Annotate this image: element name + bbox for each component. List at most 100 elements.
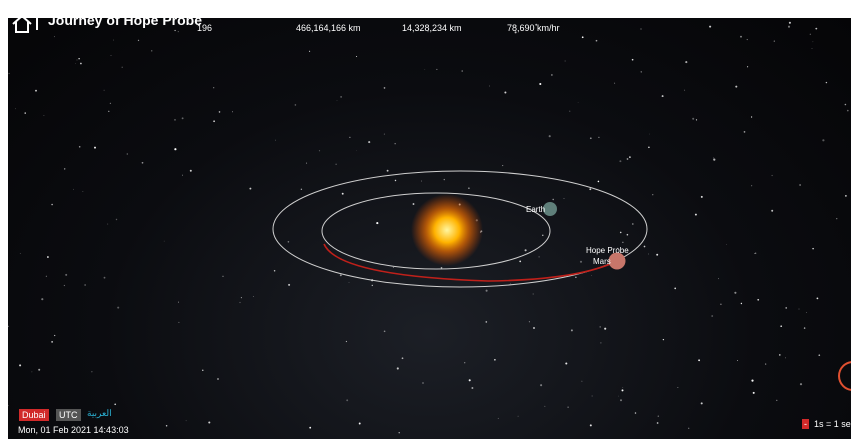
star (622, 242, 623, 243)
star (747, 39, 748, 40)
star (688, 428, 689, 429)
star (104, 277, 106, 279)
star (620, 232, 622, 234)
star (845, 104, 847, 106)
star (402, 357, 404, 359)
star (441, 267, 443, 269)
star (692, 118, 694, 120)
star (596, 40, 598, 42)
star (542, 235, 543, 236)
star (817, 298, 819, 300)
star (213, 120, 215, 122)
star (241, 297, 242, 298)
star (127, 153, 128, 154)
star (648, 254, 649, 255)
star (726, 244, 727, 245)
city-button[interactable]: Dubai (19, 409, 49, 421)
star (75, 63, 76, 64)
star (387, 170, 389, 172)
star (222, 276, 223, 277)
star (599, 326, 601, 328)
star (529, 321, 530, 322)
star (182, 117, 184, 119)
star (635, 412, 637, 414)
star (737, 360, 738, 361)
star (249, 188, 251, 190)
star (818, 354, 820, 356)
star (35, 90, 37, 92)
star (804, 327, 805, 328)
speed-decrease[interactable]: - (802, 419, 809, 429)
star (755, 253, 756, 254)
star (709, 26, 711, 28)
home-icon[interactable] (10, 18, 34, 34)
star (502, 165, 503, 166)
star (202, 370, 203, 371)
star (657, 422, 659, 424)
star (696, 119, 697, 120)
star (80, 63, 82, 65)
star (627, 234, 629, 236)
star (504, 91, 506, 93)
star (219, 111, 221, 113)
star (424, 69, 425, 70)
utc-button[interactable]: UTC (56, 409, 81, 421)
star (384, 330, 386, 332)
star (590, 137, 592, 139)
star (340, 96, 342, 98)
star (780, 325, 782, 327)
star (274, 270, 276, 272)
star (8, 405, 9, 406)
star (43, 115, 44, 116)
star (540, 384, 542, 386)
star (25, 112, 26, 113)
star (421, 181, 422, 182)
language-link[interactable]: العربية (87, 408, 112, 419)
probe-label: Hope Probe (586, 246, 629, 255)
star (674, 288, 676, 290)
star (174, 30, 175, 31)
star (622, 387, 623, 388)
star (799, 184, 801, 186)
star (812, 248, 814, 250)
star (208, 421, 210, 423)
star (754, 253, 755, 254)
star (826, 82, 827, 83)
title: Journey of Hope Probe (48, 18, 202, 28)
star (701, 196, 703, 198)
star (629, 156, 631, 158)
star (598, 181, 600, 183)
star (51, 341, 53, 343)
star (178, 322, 179, 323)
star (845, 195, 847, 197)
space-view: Journey of Hope Probe 196 466,164,166 km… (8, 18, 851, 439)
star (552, 199, 553, 200)
star (464, 362, 465, 363)
star (662, 95, 664, 97)
star (346, 399, 348, 401)
star (217, 378, 219, 380)
star (349, 282, 350, 283)
star (151, 50, 152, 51)
star (288, 241, 290, 243)
star (356, 56, 357, 57)
star (822, 139, 824, 141)
star (253, 296, 254, 297)
star (384, 87, 386, 89)
star (533, 294, 534, 295)
star (518, 416, 519, 417)
star (166, 425, 168, 427)
star (785, 307, 787, 309)
star (713, 159, 715, 161)
star (47, 256, 49, 258)
star (413, 203, 415, 205)
star (138, 40, 139, 41)
star (632, 223, 634, 225)
star (8, 326, 9, 327)
star (771, 210, 773, 212)
star (337, 100, 338, 101)
star (590, 424, 592, 426)
star (652, 194, 653, 195)
star (751, 185, 752, 186)
star (735, 86, 737, 88)
